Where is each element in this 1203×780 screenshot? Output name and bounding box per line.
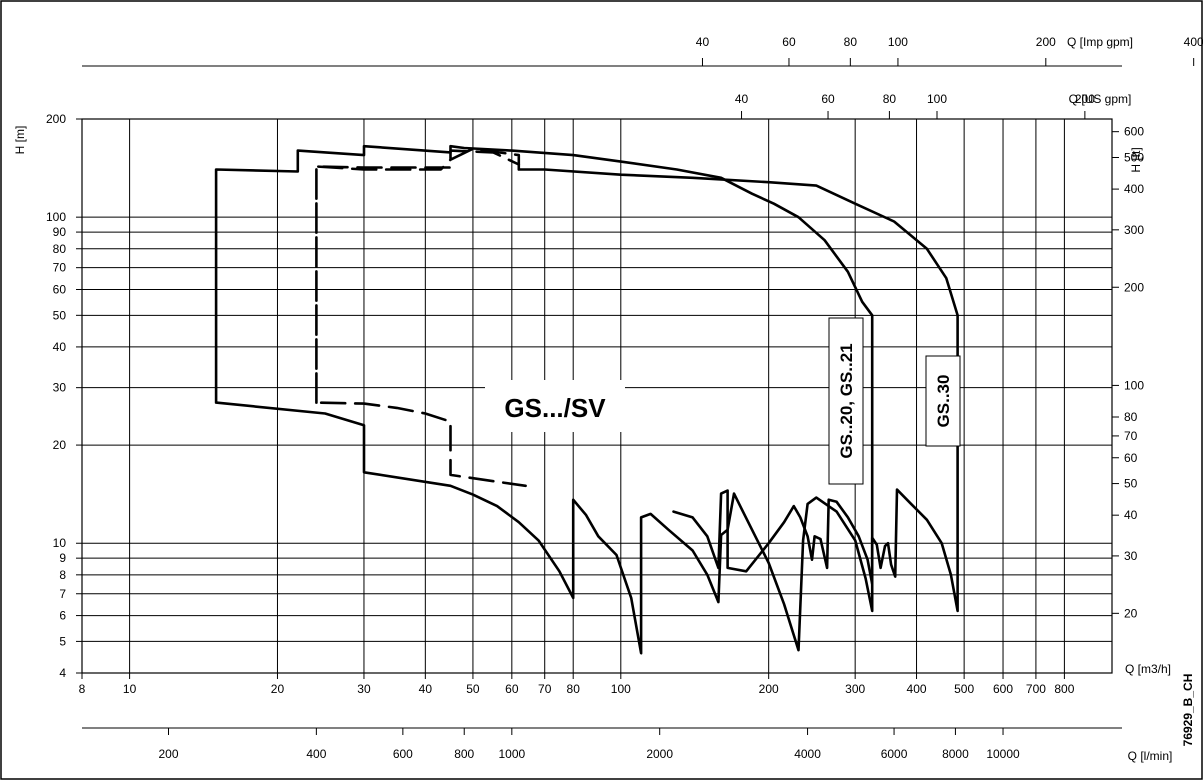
y2-tick-label: 80 [1124, 410, 1138, 424]
top-imp-tick-label: 40 [696, 35, 710, 49]
y2-tick-label: 40 [1124, 508, 1138, 522]
x-tick-label: 30 [357, 682, 371, 696]
x-tick-label: 100 [611, 682, 631, 696]
axes: 8 10 20 30 40 50 60 70 80 100 200 300 400 500 600 700 80… [46, 35, 1203, 761]
y-tick-label: 80 [53, 242, 67, 256]
curve-series-3 [315, 147, 527, 488]
x-tick-label: 20 [271, 682, 285, 696]
labels: H [m] H [ft] Q [Imp gpm] Q [US gpm] Q [m… [13, 35, 1195, 763]
gs20-label-box [828, 317, 864, 485]
y-tick-label: 20 [53, 438, 67, 452]
envelope-label-bg [485, 380, 625, 432]
top-us-tick-label: 200 [1075, 92, 1095, 106]
lmin-tick-label: 400 [306, 747, 326, 761]
x-tick-label: 10 [123, 682, 137, 696]
gs30-label: GS..30 [934, 375, 953, 428]
y-tick-label: 4 [59, 666, 66, 680]
curves [214, 144, 959, 655]
y2-tick-label: 400 [1124, 182, 1144, 196]
lmin-tick-label: 10000 [986, 747, 1020, 761]
top-us-tick-label: 80 [883, 92, 897, 106]
y-tick-label: 7 [59, 587, 66, 601]
top-us-axis-label: Q [US gpm] [1069, 92, 1132, 106]
y-axis-label: H [m] [13, 126, 27, 155]
top-imp-tick-label: 60 [782, 35, 796, 49]
y-tick-label: 200 [46, 112, 66, 126]
lmin-tick-label: 1000 [498, 747, 525, 761]
top-us-tick-label: 60 [821, 92, 835, 106]
top-imp-tick-label: 400 [1184, 35, 1203, 49]
y2-tick-label: 100 [1124, 378, 1144, 392]
x-tick-label: 800 [1054, 682, 1074, 696]
lmin-tick-label: 4000 [794, 747, 821, 761]
lmin-tick-label: 2000 [646, 747, 673, 761]
y-tick-label: 9 [59, 551, 66, 565]
x-tick-label: 400 [907, 682, 927, 696]
y-tick-label: 90 [53, 225, 67, 239]
top-imp-tick-label: 80 [844, 35, 858, 49]
y-tick-label: 8 [59, 568, 66, 582]
gs20-label: GS..20, GS..21 [837, 343, 856, 458]
lmin-tick-label: 800 [454, 747, 474, 761]
y-tick-label: 10 [53, 536, 67, 550]
y2-tick-label: 50 [1124, 477, 1138, 491]
top-imp-axis-label: Q [Imp gpm] [1067, 35, 1133, 49]
top-us-tick-label: 100 [927, 92, 947, 106]
lmin-axis-label: Q [l/min] [1128, 749, 1173, 763]
x-tick-label: 40 [419, 682, 433, 696]
y-tick-label: 100 [46, 210, 66, 224]
y2-tick-label: 30 [1124, 549, 1138, 563]
curve-series-2 [517, 163, 959, 613]
x-tick-label: 600 [993, 682, 1013, 696]
lmin-tick-label: 200 [158, 747, 178, 761]
y2-tick-label: 60 [1124, 451, 1138, 465]
y-tick-label: 30 [53, 381, 67, 395]
y2-tick-label: 300 [1124, 223, 1144, 237]
y-tick-label: 50 [53, 308, 67, 322]
y-tick-label: 60 [53, 283, 67, 297]
y2-axis-label: H [ft] [1129, 147, 1143, 172]
y2-tick-label: 70 [1124, 429, 1138, 443]
x-tick-label: 60 [505, 682, 519, 696]
top-us-tick-label: 40 [735, 92, 749, 106]
lmin-tick-label: 600 [393, 747, 413, 761]
figure-code: 76929_B_CH [1181, 674, 1195, 747]
x-tick-label: 70 [538, 682, 552, 696]
y-tick-label: 6 [59, 609, 66, 623]
x-tick-label: 200 [759, 682, 779, 696]
y2-tick-label: 200 [1124, 280, 1144, 294]
top-imp-tick-label: 100 [888, 35, 908, 49]
y2-tick-label: 500 [1124, 150, 1144, 164]
lmin-tick-label: 8000 [942, 747, 969, 761]
lmin-tick-label: 6000 [881, 747, 908, 761]
x-tick-label: 8 [79, 682, 86, 696]
curve-series-1 [214, 144, 874, 655]
plot-frame [81, 118, 1113, 674]
envelope-label: GS.../SV [504, 393, 606, 423]
y2-tick-label: 600 [1124, 125, 1144, 139]
x-tick-label: 300 [845, 682, 865, 696]
gs30-label-box [925, 355, 961, 447]
y-tick-label: 70 [53, 261, 67, 275]
x-tick-label: 50 [466, 682, 480, 696]
y-tick-label: 5 [59, 634, 66, 648]
top-imp-tick-label: 200 [1036, 35, 1056, 49]
x-axis-label: Q [m3/h] [1125, 662, 1171, 676]
x-tick-label: 500 [954, 682, 974, 696]
x-tick-label: 700 [1026, 682, 1046, 696]
y-tick-label: 40 [53, 340, 67, 354]
x-tick-label: 80 [567, 682, 581, 696]
y2-tick-label: 20 [1124, 606, 1138, 620]
